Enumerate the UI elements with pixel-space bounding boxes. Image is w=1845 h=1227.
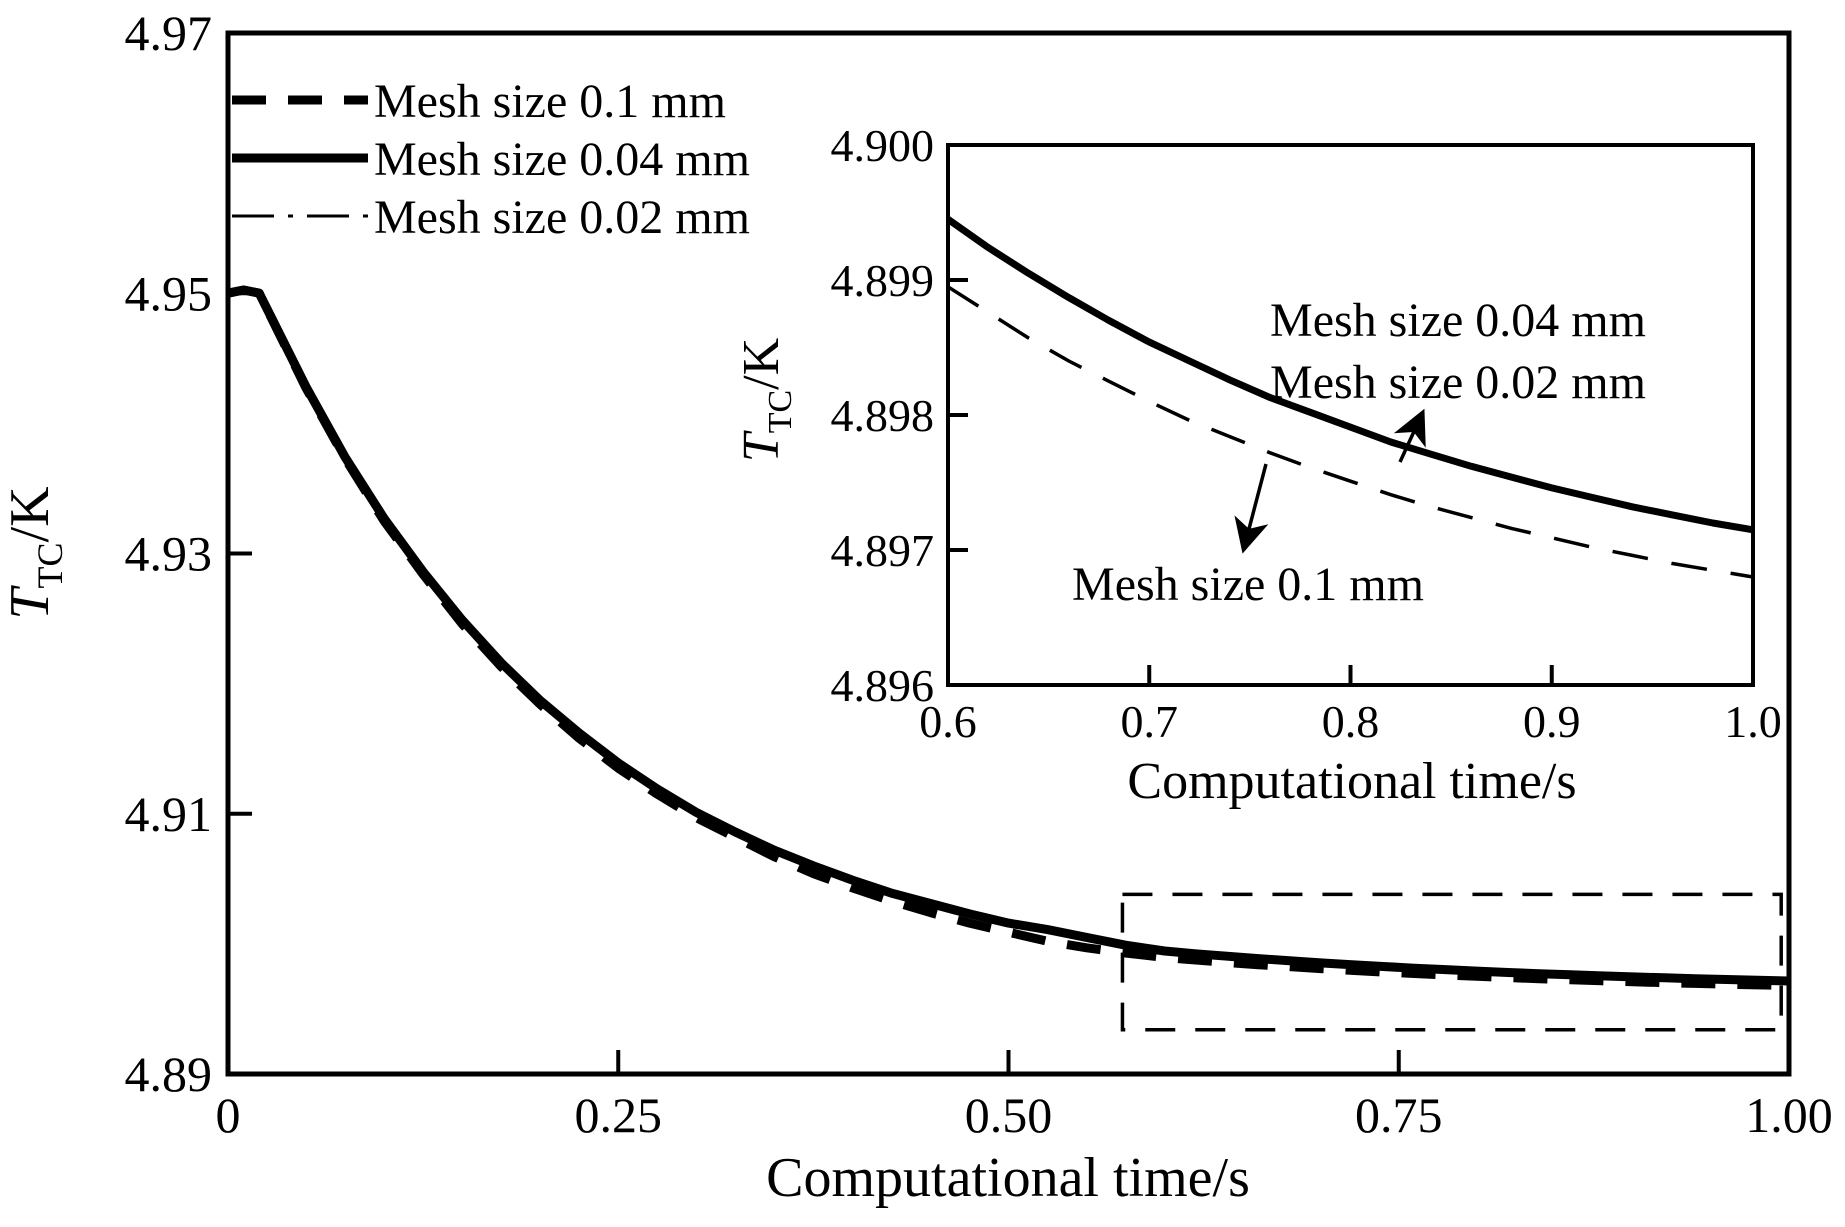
- inset-x-tick-label: 0.7: [1121, 696, 1179, 747]
- main-x-tick-label: 0: [216, 1087, 241, 1143]
- inset-plot-frame: [946, 143, 1755, 687]
- inset-x-tick-label: 0.8: [1322, 696, 1380, 747]
- main-y-axis-title: TTC/K: [0, 486, 70, 619]
- arrow-to-dashed-label-icon: [1234, 463, 1269, 554]
- inset-x-tick-label: 0.9: [1523, 696, 1581, 747]
- main-x-tick-label: 1.00: [1745, 1087, 1833, 1143]
- inset-y-tick-label: 4.899: [831, 255, 935, 306]
- main-y-tick-label: 4.89: [125, 1046, 213, 1102]
- main-x-tick-label: 0.75: [1355, 1087, 1443, 1143]
- inset-plot-area: 0.6 0.7 0.8 0.9 1.0 4.896 4.897 4.898 4.899 4.900: [831, 120, 1782, 747]
- main-y-tick-label: 4.93: [125, 526, 213, 582]
- inset-annotations: Mesh size 0.04 mm Mesh size 0.02 mm Mesh…: [1072, 294, 1646, 611]
- inset-x-tick-label: 1.0: [1724, 696, 1782, 747]
- legend: Mesh size 0.1 mm Mesh size 0.04 mm Mesh …: [232, 75, 750, 244]
- inset-curve-mesh-size-0-02-mm: [947, 218, 1754, 532]
- annotation-solid-curve-line2: Mesh size 0.02 mm: [1270, 356, 1646, 409]
- inset-y-tick-label: 4.897: [831, 525, 935, 576]
- inset-y-title-subscript: TC: [762, 390, 799, 433]
- main-y-title-unit: /K: [0, 486, 61, 542]
- inset-x-tick-label: 0.6: [919, 696, 977, 747]
- legend-label-mesh-0-02-mm: Mesh size 0.02 mm: [374, 191, 750, 244]
- main-y-tick-label: 4.91: [125, 786, 213, 842]
- main-y-tick-label: 4.97: [125, 5, 213, 61]
- inset-y-title-unit: /K: [733, 337, 790, 389]
- legend-label-mesh-0-04-mm: Mesh size 0.04 mm: [374, 133, 750, 186]
- main-curve-mesh-size-0-02-mm: [227, 288, 1790, 983]
- inset-x-axis-title: Computational time/s: [1127, 753, 1576, 810]
- main-x-axis-title: Computational time/s: [766, 1147, 1250, 1209]
- main-y-title-subscript: TC: [30, 542, 70, 588]
- main-y-tick-label: 4.95: [125, 265, 213, 321]
- annotation-dashed-curve: Mesh size 0.1 mm: [1072, 558, 1424, 611]
- main-x-tick-label: 0.25: [575, 1087, 663, 1143]
- main-plot-frame: [225, 30, 1792, 1077]
- inset-y-tick-label: 4.898: [831, 390, 935, 441]
- inset-y-axis-title: TTC/K: [733, 337, 799, 462]
- main-plot-area: 0 0.25 0.50 0.75 1.00 4.89 4.91 4.93 4.95 4.97: [125, 5, 1833, 1143]
- inset-y-title-symbol: T: [733, 430, 790, 462]
- legend-label-mesh-0-1-mm: Mesh size 0.1 mm: [374, 75, 726, 128]
- inset-y-tick-label: 4.900: [831, 120, 935, 171]
- main-x-tick-label: 0.50: [965, 1087, 1053, 1143]
- inset-curve-mesh-size-0-1-mm: [947, 285, 1754, 579]
- arrow-to-solid-label-icon: [1393, 408, 1426, 463]
- main-y-title-symbol: T: [0, 585, 61, 620]
- inset-y-tick-label: 4.896: [831, 660, 935, 711]
- zoom-region-rect: [1120, 892, 1783, 1032]
- annotation-solid-curve-line1: Mesh size 0.04 mm: [1270, 294, 1646, 347]
